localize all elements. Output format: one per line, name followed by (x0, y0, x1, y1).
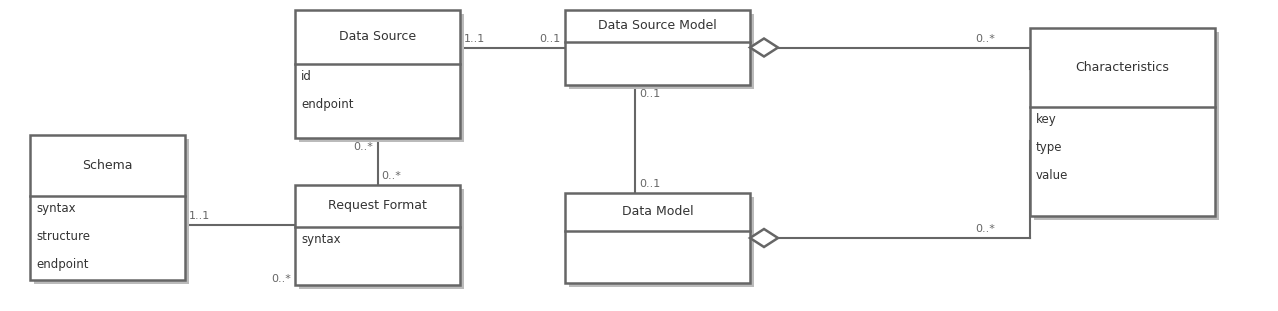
Bar (295, 185, 460, 285)
Bar (29, 135, 185, 280)
Bar (1034, 32, 1219, 220)
Text: value: value (1036, 169, 1068, 182)
Text: 0..*: 0..* (975, 34, 994, 44)
Bar (565, 10, 750, 85)
Text: 0..1: 0..1 (539, 35, 561, 44)
Text: 0..*: 0..* (354, 142, 373, 152)
Bar (569, 14, 754, 89)
Text: Data Source: Data Source (339, 30, 417, 43)
Text: 0..1: 0..1 (639, 89, 661, 99)
Bar (299, 14, 464, 142)
Bar (1030, 28, 1215, 216)
Polygon shape (750, 229, 778, 247)
Text: endpoint: endpoint (36, 258, 88, 271)
Bar (565, 193, 750, 283)
Text: Data Source Model: Data Source Model (598, 19, 717, 32)
Text: key: key (1036, 113, 1057, 126)
Polygon shape (750, 39, 778, 57)
Text: 0..*: 0..* (271, 274, 291, 284)
Bar (299, 189, 464, 289)
Text: 1..1: 1..1 (189, 211, 211, 221)
Text: structure: structure (36, 230, 89, 243)
Text: type: type (1036, 141, 1062, 154)
Text: endpoint: endpoint (302, 98, 354, 111)
Text: syntax: syntax (36, 202, 75, 215)
Text: Characteristics: Characteristics (1076, 61, 1169, 74)
Text: 0..*: 0..* (975, 224, 994, 234)
Text: Request Format: Request Format (328, 199, 427, 212)
Text: Schema: Schema (82, 159, 133, 172)
Bar (569, 197, 754, 287)
Text: Data Model: Data Model (621, 205, 693, 218)
Text: 0..*: 0..* (382, 171, 401, 181)
Text: syntax: syntax (302, 233, 341, 246)
Text: 1..1: 1..1 (464, 35, 486, 44)
Text: id: id (302, 70, 312, 83)
Bar (35, 139, 189, 284)
Text: 0..1: 0..1 (639, 179, 661, 189)
Bar (295, 10, 460, 138)
